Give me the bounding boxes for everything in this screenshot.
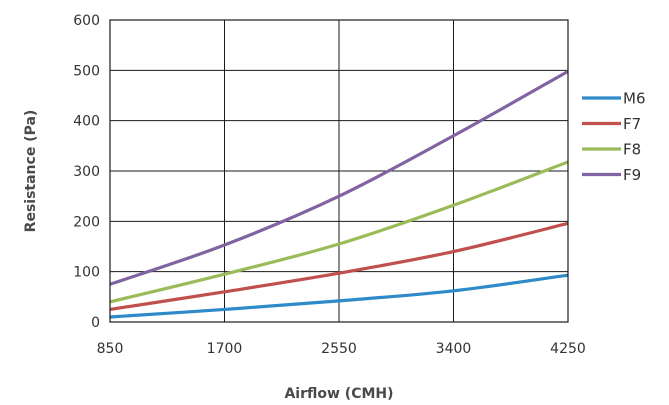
legend-label-f9: F9 bbox=[623, 166, 641, 184]
series-line-m6 bbox=[109, 273, 569, 319]
plot-frame bbox=[109, 19, 569, 323]
legend: M6 F7 F8 F9 bbox=[582, 90, 646, 184]
x-axis-title: Airflow (CMH) bbox=[284, 386, 393, 402]
x-tick-label: 2550 bbox=[321, 341, 357, 357]
y-tick-label: 400 bbox=[73, 114, 100, 130]
legend-label-f7: F7 bbox=[623, 115, 641, 133]
series-line-f7 bbox=[109, 221, 569, 312]
x-tick-label: 4250 bbox=[550, 341, 586, 357]
x-tick-label: 1700 bbox=[207, 341, 243, 357]
y-tick-label: 100 bbox=[73, 265, 100, 281]
y-axis-title: Resistance (Pa) bbox=[23, 110, 39, 233]
x-tick-label: 3400 bbox=[436, 341, 472, 357]
legend-label-f8: F8 bbox=[623, 141, 641, 159]
y-tick-label: 300 bbox=[73, 164, 100, 180]
legend-label-m6: M6 bbox=[623, 90, 646, 108]
y-tick-label: 200 bbox=[73, 214, 100, 230]
series-line-f8 bbox=[109, 160, 569, 304]
y-tick-label: 600 bbox=[73, 13, 100, 29]
x-tick-labels: 850 1700 2550 3400 4250 bbox=[97, 341, 586, 357]
y-tick-labels: 0 100 200 300 400 500 600 bbox=[73, 13, 100, 331]
series-lines bbox=[109, 69, 569, 319]
grid-lines bbox=[110, 20, 568, 322]
x-tick-label: 850 bbox=[97, 341, 124, 357]
y-tick-label: 0 bbox=[91, 315, 100, 331]
series-line-f9 bbox=[109, 69, 569, 286]
y-tick-label: 500 bbox=[73, 63, 100, 79]
